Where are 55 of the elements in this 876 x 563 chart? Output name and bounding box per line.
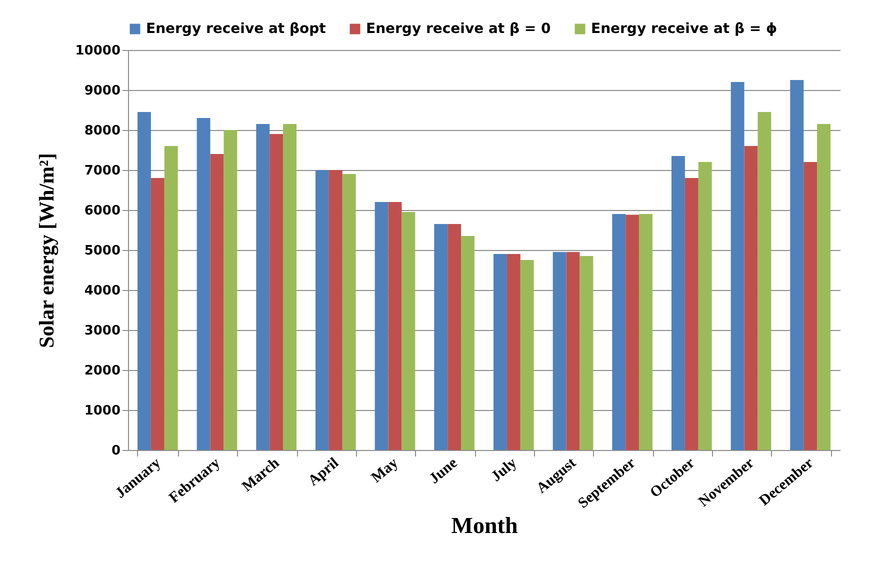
x-tick-label: May	[368, 454, 402, 486]
bar	[639, 214, 653, 450]
bar	[137, 112, 151, 450]
bar	[402, 212, 416, 450]
y-tick-label: 0	[111, 444, 120, 458]
bar	[744, 146, 758, 450]
bar	[388, 202, 402, 450]
legend-label: Energy receive at β = ϕ	[591, 21, 778, 37]
bar	[374, 202, 388, 450]
bar	[493, 254, 507, 450]
x-tick-label: July	[488, 454, 520, 486]
bar	[434, 224, 448, 450]
bar	[698, 162, 712, 450]
bar	[626, 214, 640, 450]
y-tick-label: 8000	[84, 124, 120, 138]
bar	[552, 252, 566, 450]
legend-label: Energy receive at βopt	[146, 21, 326, 37]
y-tick-label: 5000	[84, 244, 120, 258]
y-axis-title: Solar energy [Wh/m²]	[34, 153, 58, 348]
bar	[196, 118, 210, 450]
bar	[566, 252, 580, 450]
bar	[342, 174, 356, 450]
bar	[758, 112, 772, 450]
y-tick-label: 9000	[84, 84, 120, 98]
bar	[817, 124, 831, 450]
bar	[164, 146, 178, 450]
bar	[520, 260, 534, 450]
bar	[790, 80, 804, 450]
bar	[328, 170, 342, 450]
bar	[448, 224, 462, 450]
bar	[461, 236, 475, 450]
bar	[671, 156, 685, 450]
y-tick-label: 10000	[75, 44, 120, 58]
y-tick-label: 7000	[84, 164, 120, 178]
legend-label: Energy receive at β = 0	[366, 21, 551, 37]
y-tick-label: 3000	[84, 324, 120, 338]
bar	[804, 162, 818, 450]
x-axis-title: Month	[451, 513, 518, 538]
bar	[256, 124, 270, 450]
bar	[580, 256, 594, 450]
y-tick-label: 6000	[84, 204, 120, 218]
bar	[270, 134, 284, 450]
bar	[684, 178, 698, 450]
y-tick-label: 4000	[84, 284, 120, 298]
bar	[150, 178, 164, 450]
bar	[315, 170, 329, 450]
bar	[283, 124, 297, 450]
bar	[506, 254, 520, 450]
bar	[730, 82, 744, 450]
y-tick-label: 2000	[84, 364, 120, 378]
bar	[224, 130, 238, 450]
y-tick-label: 1000	[84, 404, 120, 418]
bar	[612, 214, 626, 450]
bar	[210, 154, 224, 450]
x-tick-label: June	[426, 454, 461, 488]
